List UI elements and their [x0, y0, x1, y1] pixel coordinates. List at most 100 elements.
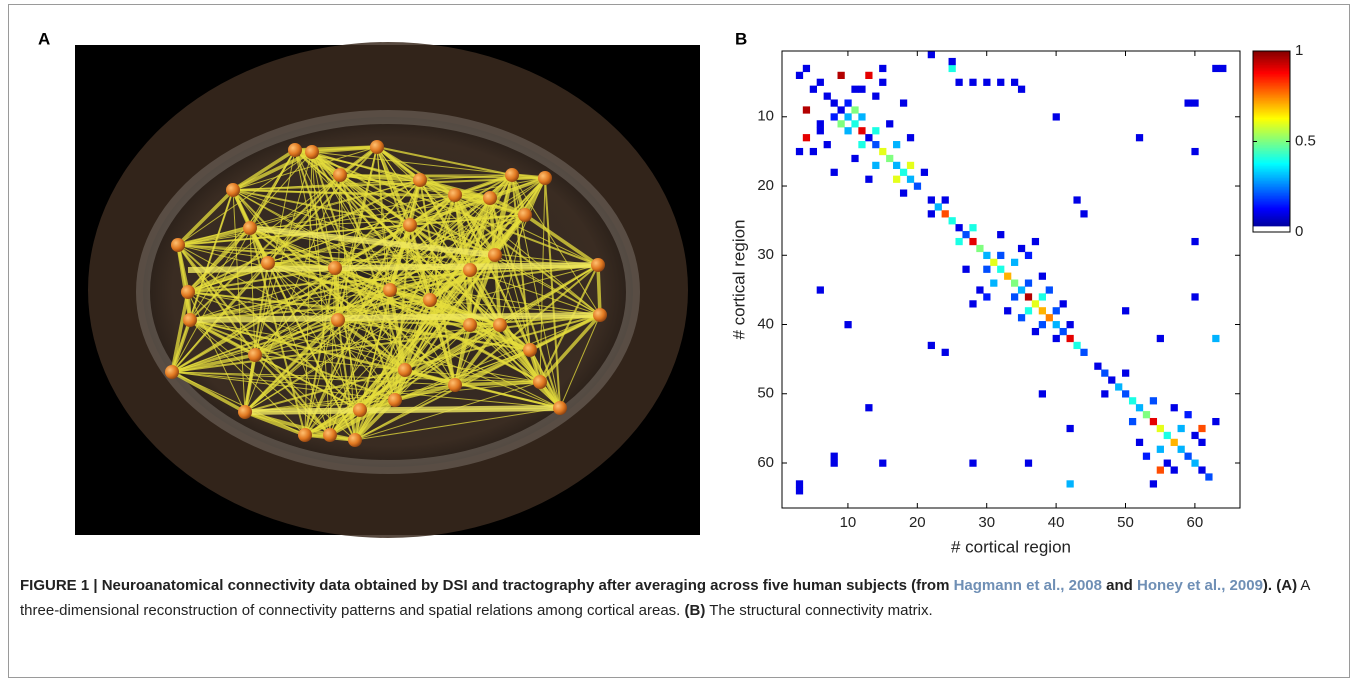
matrix-cell [838, 120, 845, 127]
matrix-cell [838, 72, 845, 79]
matrix-cell [886, 120, 893, 127]
matrix-cell [942, 210, 949, 217]
matrix-cell [1080, 349, 1087, 356]
y-axis-label: # cortical region [729, 219, 748, 339]
matrix-cell [1150, 397, 1157, 404]
matrix-cell [976, 245, 983, 252]
matrix-cell [1011, 293, 1018, 300]
region-node [553, 401, 567, 415]
region-node [328, 261, 342, 275]
matrix-cell [1053, 113, 1060, 120]
region-node [448, 188, 462, 202]
matrix-cell [1053, 321, 1060, 328]
matrix-cell [1025, 280, 1032, 287]
region-node [181, 285, 195, 299]
y-tick-label: 50 [757, 385, 774, 402]
matrix-cell [817, 120, 824, 127]
matrix-cell [1011, 79, 1018, 86]
page: { "panel_labels": ["A", "B"], "caption":… [0, 0, 1354, 681]
matrix-cell [831, 453, 838, 460]
matrix-cell [990, 259, 997, 266]
matrix-cell [1171, 466, 1178, 473]
matrix-cell [949, 217, 956, 224]
matrix-cell [1039, 321, 1046, 328]
region-node [305, 145, 319, 159]
matrix-cell [1101, 370, 1108, 377]
panel-label: B [735, 29, 747, 48]
reference-link[interactable]: Honey et al., 2009 [1137, 577, 1263, 594]
matrix-cell [858, 86, 865, 93]
matrix-cell [990, 280, 997, 287]
matrix-cell [810, 86, 817, 93]
y-tick-label: 30 [757, 246, 774, 263]
matrix-cell [976, 286, 983, 293]
matrix-cell [803, 106, 810, 113]
colorbar-tick-label: 0.5 [1295, 132, 1316, 149]
matrix-cell [1191, 460, 1198, 467]
region-node [248, 348, 262, 362]
reference-link[interactable]: Hagmann et al., 2008 [954, 577, 1102, 594]
matrix-cell [844, 113, 851, 120]
matrix-cell [1157, 446, 1164, 453]
matrix-cell [865, 176, 872, 183]
matrix-cell [824, 93, 831, 100]
matrix-cell [942, 196, 949, 203]
matrix-cell [1067, 480, 1074, 487]
matrix-cell [872, 141, 879, 148]
caption-text: and [1102, 577, 1137, 594]
matrix-cell [844, 99, 851, 106]
matrix-cell [1053, 335, 1060, 342]
figure-caption: FIGURE 1 | Neuroanatomical connectivity … [20, 573, 1338, 623]
matrix-cell [1198, 425, 1205, 432]
matrix-cell [1184, 99, 1191, 106]
matrix-cell [969, 224, 976, 231]
matrix-cell [1122, 370, 1129, 377]
matrix-cell [1178, 446, 1185, 453]
matrix-cell [1060, 300, 1067, 307]
x-tick-label: 10 [840, 514, 857, 531]
caption-text: The structural connectivity matrix. [705, 602, 932, 619]
region-node [538, 171, 552, 185]
panel-label: A [38, 29, 50, 48]
matrix-cell [935, 203, 942, 210]
matrix-cell [1129, 397, 1136, 404]
matrix-cell [851, 106, 858, 113]
matrix-cell [949, 65, 956, 72]
matrix-cell [1150, 418, 1157, 425]
matrix-cell [1032, 328, 1039, 335]
region-node [423, 293, 437, 307]
matrix-cell [1129, 418, 1136, 425]
colorbar-tick-label: 0 [1295, 223, 1303, 240]
matrix-cell [1018, 86, 1025, 93]
region-node [243, 221, 257, 235]
region-node [226, 183, 240, 197]
matrix-cell [824, 141, 831, 148]
matrix-cell [949, 58, 956, 65]
region-node [533, 375, 547, 389]
x-axis-label: # cortical region [951, 537, 1071, 556]
matrix-cell [907, 162, 914, 169]
matrix-cell [865, 134, 872, 141]
matrix-cell [921, 169, 928, 176]
matrix-cell [893, 141, 900, 148]
matrix-cell [1073, 196, 1080, 203]
matrix-cell [1198, 439, 1205, 446]
caption-text: (A) [1276, 577, 1297, 594]
region-node [331, 313, 345, 327]
region-node [288, 143, 302, 157]
matrix-cell [1011, 280, 1018, 287]
region-node [165, 365, 179, 379]
region-node [348, 433, 362, 447]
matrix-cell [1143, 453, 1150, 460]
matrix-cell [1004, 273, 1011, 280]
matrix-cell [1018, 245, 1025, 252]
matrix-cell [810, 148, 817, 155]
matrix-cell [1025, 293, 1032, 300]
y-tick-label: 40 [757, 315, 774, 332]
matrix-cell [1212, 418, 1219, 425]
matrix-cell [1164, 432, 1171, 439]
y-tick-label: 20 [757, 177, 774, 194]
matrix-cell [886, 155, 893, 162]
matrix-cell [1039, 273, 1046, 280]
